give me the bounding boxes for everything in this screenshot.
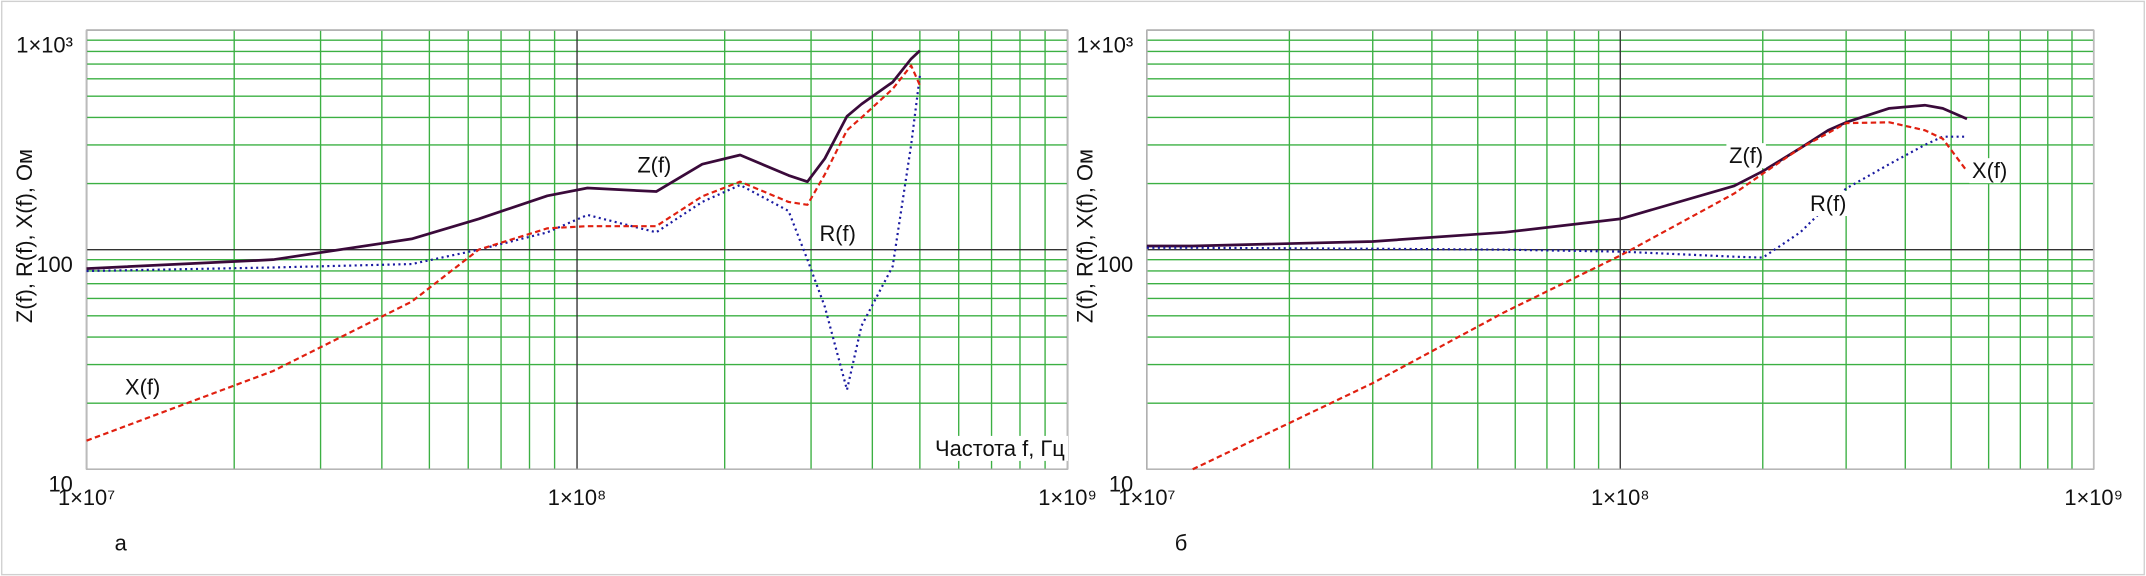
annotation: Z(f) [637, 153, 671, 178]
panel-label: а [115, 530, 128, 555]
y-tick-label: 10 [1109, 471, 1133, 496]
y-tick-label: 100 [36, 252, 73, 277]
annotation-bg [1726, 143, 1766, 169]
x-tick-label: 1×10⁹ [1038, 485, 1097, 510]
y-tick-label: 10 [49, 471, 73, 496]
plot-border [1146, 29, 2095, 470]
plot-border [85, 29, 1069, 470]
y-axis-label: Z(f), R(f), X(f), Ом [12, 149, 37, 323]
y-tick-label: 100 [1097, 252, 1134, 277]
x-axis-label: Частота f, Гц [935, 436, 1065, 461]
x-tick-label: 1×10⁷ [1118, 485, 1175, 510]
annotation-bg [816, 221, 859, 247]
annotation-bg [122, 374, 164, 400]
x-tick-label: 1×10⁷ [58, 485, 115, 510]
panel-label: б [1175, 530, 1188, 555]
annotation-bg [634, 152, 675, 178]
series-line [86, 64, 921, 442]
annotation-bg [1807, 191, 1850, 217]
x-tick-label: 1×10⁸ [1591, 485, 1650, 510]
series-line [1146, 103, 1968, 248]
annotation: X(f) [1972, 158, 2007, 183]
series-line [86, 75, 921, 391]
x-tick-label: 1×10⁸ [548, 485, 607, 510]
annotation-bg [1969, 158, 2011, 184]
y-tick-label: 1×10³ [16, 32, 73, 57]
series-line [86, 49, 921, 270]
label-bg [930, 435, 1068, 461]
series-line [1146, 135, 1967, 259]
annotation: X(f) [125, 374, 160, 399]
annotation: Z(f) [1729, 143, 1763, 168]
series-line [1192, 121, 1968, 471]
annotation: R(f) [819, 221, 855, 246]
x-tick-label: 1×10⁹ [2064, 485, 2123, 510]
y-axis-label: Z(f), R(f), X(f), Ом [1072, 149, 1097, 323]
y-tick-label: 1×10³ [1077, 32, 1134, 57]
annotation: R(f) [1810, 191, 1846, 216]
